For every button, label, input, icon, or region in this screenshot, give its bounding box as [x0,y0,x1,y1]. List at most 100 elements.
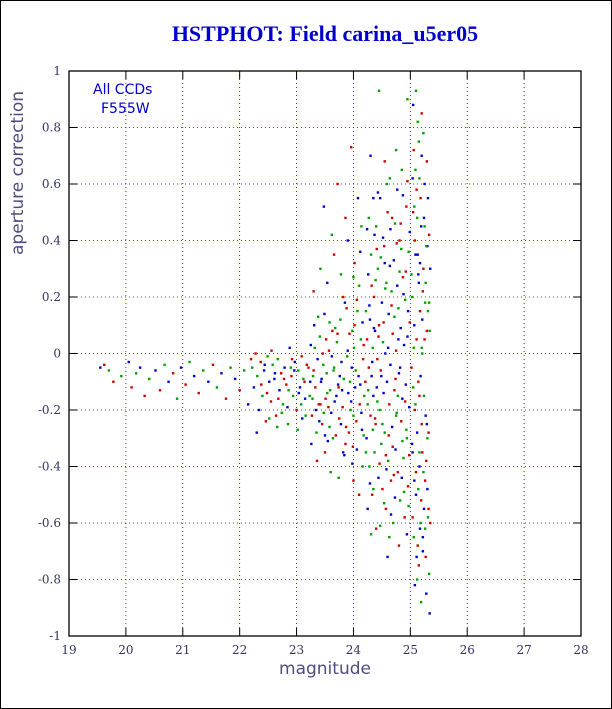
data-point [368,482,372,485]
data-point [286,422,290,426]
data-point [374,278,377,282]
data-point [365,437,368,440]
data-point [342,451,345,454]
data-point [393,496,397,499]
x-tick-label: 21 [175,643,190,657]
data-point [215,386,219,389]
data-point [356,196,360,200]
data-point [415,578,419,581]
data-point [351,445,355,448]
data-point [309,380,312,383]
data-point [342,295,345,299]
y-tick-label: 1 [53,64,61,78]
data-point [427,507,430,511]
data-point [420,154,423,157]
data-point [388,177,392,180]
y-tick-label: -0.6 [38,516,61,530]
data-point [332,253,336,256]
data-point [410,273,413,276]
data-point [422,470,425,474]
data-point [422,216,426,220]
data-point [376,267,380,270]
data-point [365,338,369,341]
data-point [327,405,330,409]
x-tick-label: 24 [346,643,362,657]
data-point [385,182,389,186]
data-point [416,253,419,256]
data-point [428,612,431,615]
data-point [400,420,403,423]
data-point [337,386,340,389]
data-point [315,431,318,434]
data-point [415,555,418,559]
data-point [375,386,378,389]
data-point [320,377,323,381]
data-point [384,454,388,457]
data-point [127,360,130,364]
data-point [385,281,388,285]
data-point [404,400,407,403]
data-point [417,273,420,276]
data-point [390,290,393,293]
data-point [328,425,331,429]
data-point [323,312,326,316]
data-point [382,502,386,505]
data-point [425,592,428,595]
data-point [414,89,418,92]
data-point [415,216,419,220]
data-point [297,369,300,372]
data-point [154,369,157,372]
data-point [184,383,187,386]
data-point [316,315,320,318]
data-point [188,360,191,364]
data-point [370,284,373,287]
data-point [349,400,353,403]
data-point [422,131,425,135]
data-point [388,403,391,406]
data-point [361,465,364,468]
data-point [279,372,283,375]
data-point [389,513,393,516]
data-point [354,369,357,372]
data-point [192,374,196,378]
data-point [378,462,381,465]
data-point [318,335,322,338]
data-point [403,516,406,519]
data-point [386,459,390,463]
data-point [313,346,316,350]
data-point [357,493,361,496]
data-point [414,470,418,474]
data-point [211,363,215,366]
data-point [427,233,431,237]
data-point [268,380,271,383]
data-point [134,372,138,375]
data-point [384,507,388,511]
data-point [404,270,407,273]
y-tick-label: 0 [53,347,61,361]
data-point [387,434,390,437]
data-point [329,470,332,474]
data-point [393,315,396,318]
data-point [425,459,428,463]
data-point [197,391,200,395]
data-point [405,533,409,536]
data-point [351,462,354,465]
data-point [411,451,414,454]
data-point [355,298,359,302]
data-point [321,352,324,355]
data-point [416,544,419,547]
data-point [373,329,377,333]
data-point [278,389,281,392]
data-point [351,329,354,333]
data-point [410,442,414,446]
plot-title: HSTPHOT: Field carina_u5er05 [172,21,478,46]
data-point [419,196,422,200]
data-point [410,295,414,299]
data-point [379,369,382,372]
data-point [348,332,351,335]
data-point [310,442,313,446]
data-point [418,465,421,468]
data-point [373,417,377,420]
data-point [291,394,295,398]
data-point [423,182,426,186]
